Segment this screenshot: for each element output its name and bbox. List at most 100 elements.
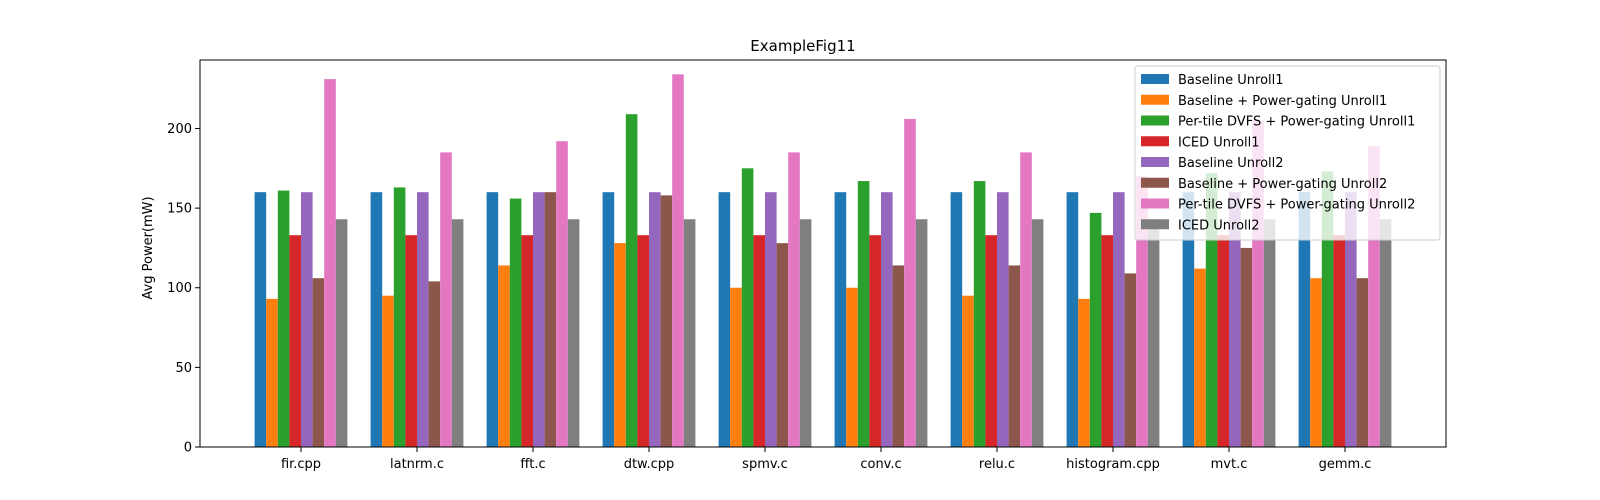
bar-histogram-cpp-series-6 (1124, 273, 1137, 447)
x-tick-label: mvt.c (1211, 457, 1248, 472)
bar-histogram-cpp-series-3 (1089, 212, 1102, 447)
x-tick-label: histogram.cpp (1066, 457, 1160, 472)
bar-relu-c-series-5 (997, 192, 1009, 447)
bars-group (254, 74, 1392, 448)
x-tick-label: relu.c (979, 457, 1015, 472)
legend-swatch (1141, 198, 1169, 209)
bar-latnrm-c-series-5 (417, 192, 429, 447)
y-tick-label: 0 (184, 441, 192, 456)
bar-gemm-c-series-3 (1321, 171, 1334, 448)
bar-fir-cpp-series-6 (312, 278, 325, 447)
y-axis: 0 50 100 150 200 (167, 122, 200, 456)
bar-relu-c-series-3 (973, 181, 986, 448)
x-tick-label: gemm.c (1319, 457, 1372, 472)
bar-dtw-cpp-series-1 (602, 192, 615, 447)
bar-relu-c-series-4 (985, 235, 997, 447)
bar-fir-cpp-series-3 (277, 190, 290, 447)
bar-latnrm-c-series-8 (451, 219, 464, 447)
legend-swatch (1141, 94, 1169, 105)
legend-swatch (1141, 136, 1169, 147)
bar-mvt-c-series-6 (1240, 247, 1253, 447)
bar-conv-c-series-5 (881, 192, 893, 447)
legend-box (1134, 65, 1441, 241)
bar-histogram-cpp-series-8 (1147, 219, 1160, 447)
legend-label: Per-tile DVFS + Power-gating Unroll1 (1178, 115, 1415, 130)
chart-title: ExampleFig11 (750, 37, 855, 55)
bar-histogram-cpp-series-7 (1136, 176, 1148, 447)
bar-relu-c-series-1 (950, 192, 963, 447)
bar-conv-c-series-6 (892, 265, 905, 447)
bar-fir-cpp-series-4 (289, 235, 301, 447)
bar-spmv-c-series-6 (776, 243, 789, 447)
legend-label: Baseline Unroll2 (1178, 156, 1284, 171)
bar-mvt-c-series-7 (1252, 120, 1264, 448)
y-tick-label: 100 (167, 281, 192, 296)
bar-fir-cpp-series-7 (324, 79, 336, 448)
bar-latnrm-c-series-7 (440, 152, 452, 447)
bar-mvt-c-series-8 (1263, 219, 1276, 447)
bar-fir-cpp-series-5 (301, 192, 313, 447)
bar-gemm-c-series-2 (1310, 278, 1322, 447)
bar-gemm-c-series-6 (1356, 278, 1369, 447)
bar-relu-c-series-8 (1031, 219, 1044, 447)
bar-histogram-cpp-series-2 (1078, 298, 1090, 447)
bar-histogram-cpp-series-5 (1113, 192, 1125, 447)
bar-gemm-c-series-1 (1298, 192, 1311, 447)
bar-fft-c-series-2 (498, 265, 510, 447)
bar-fft-c-series-6 (544, 192, 557, 447)
x-axis: fir.cpp latnrm.c fft.c dtw.cpp spmv.c conv.c r… (281, 447, 1371, 472)
legend-label: Baseline + Power-gating Unroll2 (1178, 177, 1387, 192)
legend-swatch (1141, 115, 1169, 126)
legend-label: Baseline + Power-gating Unroll1 (1178, 94, 1387, 109)
bar-fir-cpp-series-8 (335, 219, 348, 447)
bar-latnrm-c-series-4 (405, 235, 417, 447)
bar-histogram-cpp-series-4 (1101, 235, 1113, 447)
bar-mvt-c-series-4 (1217, 235, 1229, 447)
legend: Baseline Unroll1 Baseline + Power-gating … (1134, 65, 1441, 241)
bar-gemm-c-series-8 (1379, 219, 1392, 447)
plot-frame (199, 59, 1447, 448)
bar-latnrm-c-series-1 (370, 192, 383, 447)
bar-mvt-c-series-2 (1194, 268, 1206, 447)
bar-fir-cpp-series-1 (254, 192, 267, 447)
x-tick-label: latnrm.c (390, 457, 444, 472)
bar-gemm-c-series-7 (1368, 146, 1380, 447)
bar-conv-c-series-2 (846, 287, 858, 447)
bar-conv-c-series-3 (857, 181, 870, 448)
bar-conv-c-series-7 (904, 118, 916, 448)
x-tick-label: spmv.c (742, 457, 788, 472)
y-axis-title: Avg Power(mW) (141, 196, 156, 299)
bar-mvt-c-series-1 (1182, 192, 1195, 447)
bar-spmv-c-series-3 (741, 168, 754, 448)
y-tick-label: 50 (175, 361, 192, 376)
bar-fft-c-series-3 (509, 198, 522, 447)
bar-latnrm-c-series-6 (428, 281, 441, 447)
bar-latnrm-c-series-3 (393, 187, 406, 447)
bar-conv-c-series-4 (869, 235, 881, 447)
bar-conv-c-series-1 (834, 192, 847, 447)
bar-relu-c-series-7 (1020, 152, 1032, 447)
bar-fft-c-series-1 (486, 192, 499, 447)
legend-swatch (1141, 177, 1169, 188)
bar-dtw-cpp-series-4 (637, 235, 649, 447)
bar-fft-c-series-7 (556, 141, 568, 447)
bar-fft-c-series-8 (567, 219, 580, 447)
x-tick-label: conv.c (860, 457, 901, 472)
legend-swatch (1141, 219, 1169, 230)
bar-dtw-cpp-series-5 (649, 192, 661, 447)
legend-label: Per-tile DVFS + Power-gating Unroll2 (1178, 198, 1415, 213)
legend-label: ICED Unroll2 (1178, 218, 1260, 233)
bar-fir-cpp-series-2 (266, 298, 278, 447)
bar-spmv-c-series-7 (788, 152, 800, 447)
bar-gemm-c-series-5 (1345, 192, 1357, 447)
bar-histogram-cpp-series-1 (1066, 192, 1079, 447)
legend-swatch (1141, 74, 1169, 84)
bar-dtw-cpp-series-8 (683, 219, 696, 447)
legend-swatch (1141, 157, 1169, 167)
bar-fft-c-series-5 (533, 192, 545, 447)
legend-label: Baseline Unroll1 (1178, 73, 1284, 88)
bar-fft-c-series-4 (521, 235, 533, 447)
x-tick-label: dtw.cpp (624, 457, 675, 472)
bar-spmv-c-series-1 (718, 192, 731, 447)
